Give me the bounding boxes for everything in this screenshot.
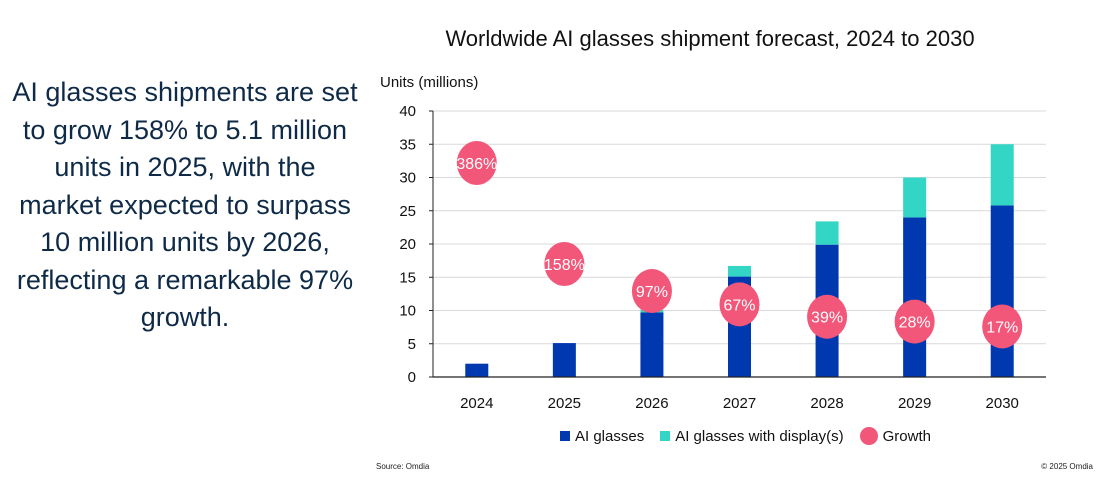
y-tick-label: 40 xyxy=(399,103,416,120)
legend: AI glasses AI glasses with display(s) Gr… xyxy=(560,427,931,445)
source-note: Source: Omdia xyxy=(376,462,430,471)
y-tick-label: 35 xyxy=(399,136,416,153)
legend-label: Growth xyxy=(882,427,931,445)
growth-bubble xyxy=(544,242,585,287)
headline-text: AI glasses shipments are set to grow 158… xyxy=(12,77,358,332)
x-tick-label: 2030 xyxy=(986,395,1019,412)
x-tick-label: 2026 xyxy=(635,395,668,412)
growth-label: 67% xyxy=(723,297,755,314)
legend-label: AI glasses with display(s) xyxy=(675,427,844,445)
growth-bubble xyxy=(807,294,848,339)
y-tick-label: 15 xyxy=(399,269,416,286)
growth-bubble xyxy=(719,282,760,327)
legend-item-display: AI glasses with display(s) xyxy=(660,427,844,445)
growth-label: 39% xyxy=(811,310,843,327)
y-tick-label: 10 xyxy=(399,303,416,320)
bar-ai-glasses-display xyxy=(728,265,751,277)
y-tick-label: 25 xyxy=(399,203,416,220)
chart-title: Worldwide AI glasses shipment forecast, … xyxy=(445,26,975,51)
growth-bubble xyxy=(631,269,672,314)
y-tick-label: 0 xyxy=(408,369,416,386)
bar-ai-glasses xyxy=(552,343,576,377)
x-tick-label: 2025 xyxy=(548,395,581,412)
growth-label: 386% xyxy=(456,156,497,173)
y-tick-label: 30 xyxy=(399,170,416,187)
growth-bubble xyxy=(894,299,935,344)
growth-label: 97% xyxy=(636,284,668,301)
y-tick-label: 5 xyxy=(408,336,416,353)
growth-label: 158% xyxy=(544,257,585,274)
legend-swatch xyxy=(859,427,878,445)
legend-item-ai-glasses: AI glasses xyxy=(560,428,644,445)
growth-label: 28% xyxy=(899,315,931,332)
growth-label: 17% xyxy=(986,319,1018,336)
x-tick-label: 2027 xyxy=(723,395,756,412)
legend-item-growth: Growth xyxy=(859,427,931,445)
growth-bubble xyxy=(982,304,1023,349)
x-tick-label: 2029 xyxy=(898,395,931,412)
copyright-note: © 2025 Omdia xyxy=(1041,462,1093,471)
bar-ai-glasses xyxy=(903,217,927,377)
x-tick-label: 2024 xyxy=(460,395,493,412)
y-tick-label: 20 xyxy=(399,236,416,253)
bar-ai-glasses-display xyxy=(990,144,1014,206)
bar-ai-glasses-display xyxy=(903,177,927,218)
growth-bubble xyxy=(456,141,497,186)
legend-swatch xyxy=(560,431,570,441)
y-axis-label: Units (millions) xyxy=(380,74,479,91)
bar-ai-glasses xyxy=(990,205,1014,377)
legend-swatch xyxy=(660,431,671,441)
legend-label: AI glasses xyxy=(575,427,645,445)
bar-ai-glasses-display xyxy=(815,221,839,245)
bar-ai-glasses xyxy=(465,363,489,377)
x-tick-label: 2028 xyxy=(810,395,843,412)
bar-ai-glasses xyxy=(640,312,664,377)
